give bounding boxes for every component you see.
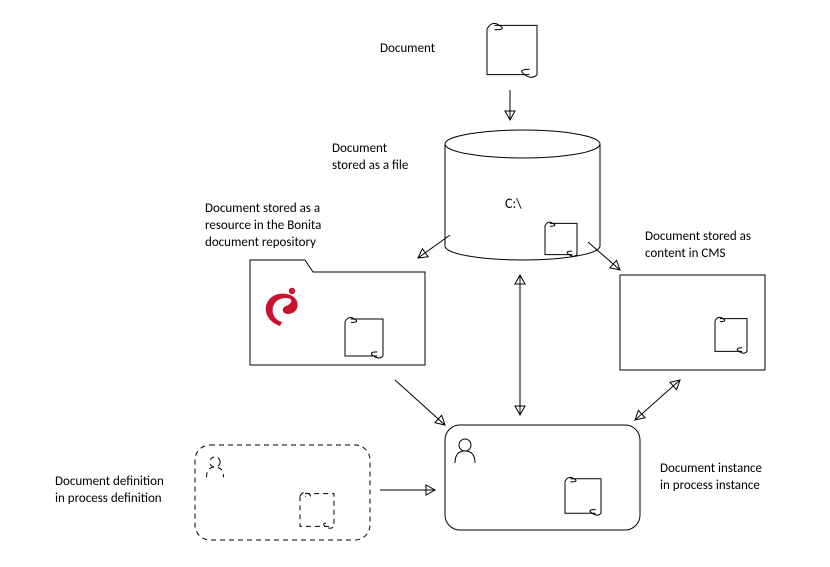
diagram-canvas [0, 0, 830, 567]
